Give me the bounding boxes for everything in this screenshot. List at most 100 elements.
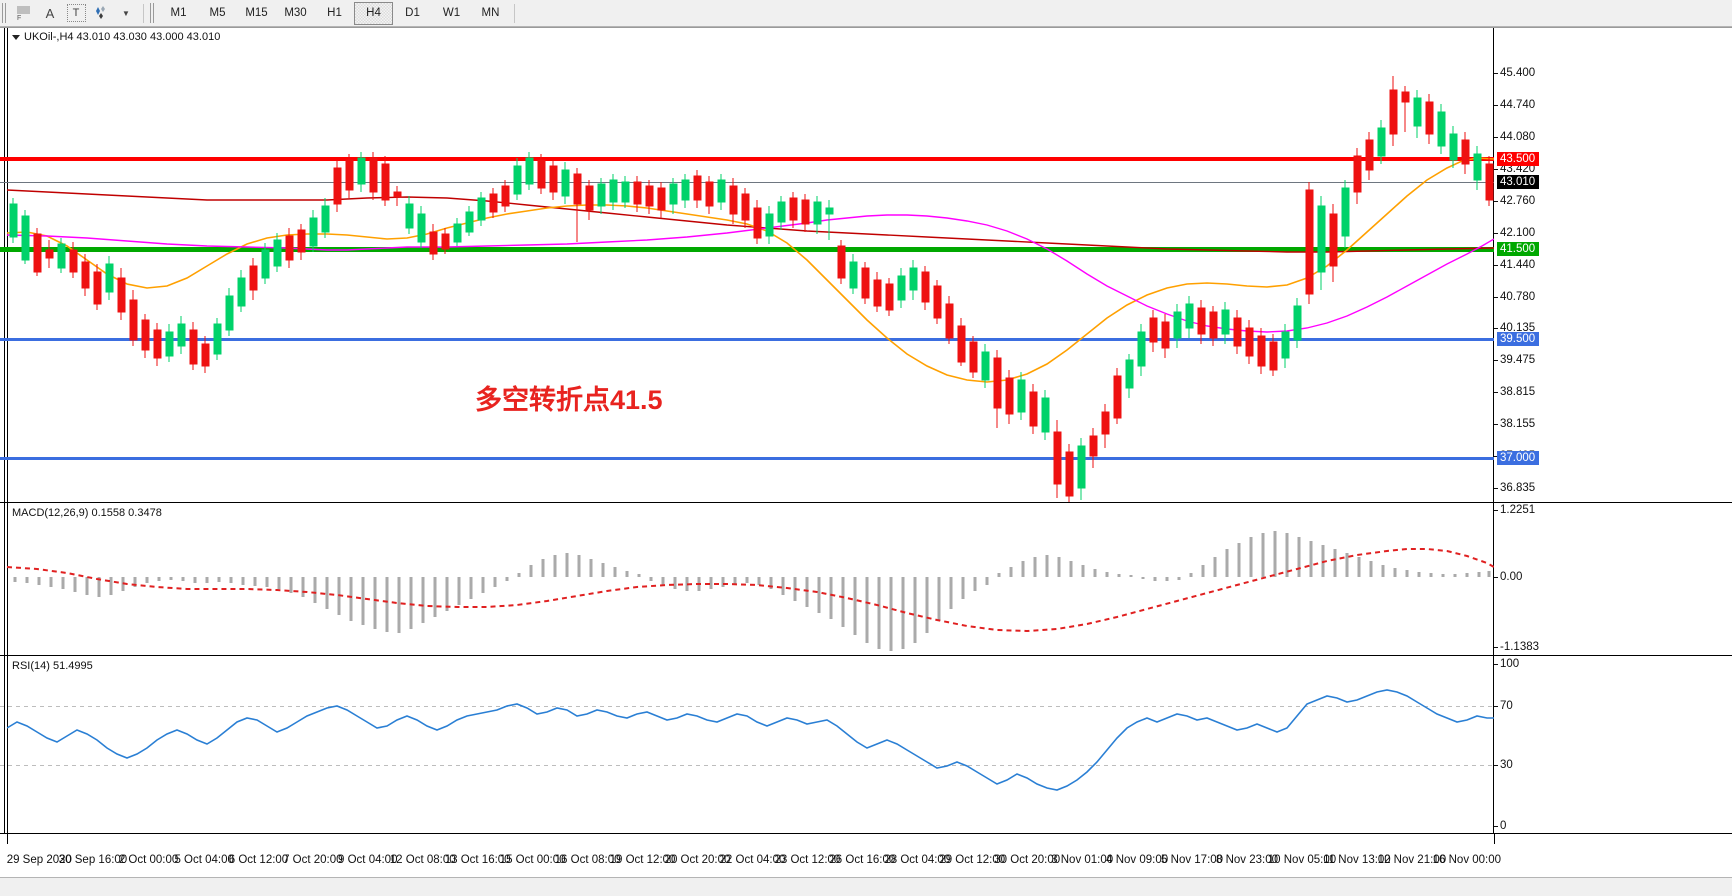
level-tag-43500: 43.500 (1497, 152, 1540, 166)
macd-axis[interactable]: 1.2251 0.00 -1.1383 (1493, 503, 1732, 655)
level-tag-39500: 39.500 (1497, 332, 1540, 346)
price-tick: 38.155 (1493, 418, 1536, 430)
rsi-tick-70: 70 (1494, 700, 1513, 712)
text-box-icon[interactable]: T (63, 2, 89, 24)
timeframe-m15[interactable]: M15 (245, 7, 268, 19)
time-label: 16 Oct 08:00 (554, 854, 621, 866)
timeframe-m1[interactable]: M1 (170, 7, 187, 19)
timeframe-grip[interactable] (150, 3, 156, 23)
ma-magenta (7, 214, 1494, 333)
status-bar (0, 877, 1732, 896)
price-tick: 41.440 (1493, 259, 1536, 271)
macd-tick-min: -1.1383 (1493, 641, 1540, 653)
rsi-tick-0: 0 (1493, 820, 1507, 832)
timeframe-m30[interactable]: M30 (284, 7, 307, 19)
timeframe-h4[interactable]: H4 (354, 1, 393, 25)
symbol-header: UKOil-,H4 43.010 43.030 43.000 43.010 (12, 31, 220, 43)
price-tick: 36.835 (1493, 482, 1536, 494)
time-tick (7, 834, 8, 844)
rsi-left-border-2 (7, 656, 8, 833)
toolbar-separator (143, 3, 144, 23)
time-label: 4 Nov 09:00 (1106, 854, 1169, 866)
macd-left-border-2 (7, 503, 8, 655)
price-tick: 39.475 (1493, 354, 1536, 366)
objects-icon[interactable] (89, 2, 115, 24)
macd-plot-area[interactable] (7, 503, 1494, 655)
timeframe-h1[interactable]: H1 (327, 7, 342, 19)
rsi-axis-border (1493, 656, 1494, 833)
time-label: 30 Sep 16:00 (58, 854, 128, 866)
price-plot-area[interactable] (7, 28, 1494, 502)
macd-label: MACD(12,26,9) 0.1558 0.3478 (12, 507, 162, 519)
time-label: 11 Nov 13:00 (1323, 854, 1391, 866)
rsi-tick-100: 100 (1493, 658, 1520, 670)
price-pane[interactable]: UKOil-,H4 43.010 43.030 43.000 43.010 多空… (0, 28, 1732, 502)
level-tag-current-price: 43.010 (1497, 175, 1540, 189)
macd-tick-max: 1.2251 (1493, 504, 1536, 516)
time-label: 2 Oct 00:00 (118, 854, 179, 866)
rsi-band-30 (0, 765, 1494, 766)
timeframe-w1[interactable]: W1 (442, 7, 461, 19)
price-tick: 44.740 (1493, 99, 1536, 111)
level-tag-41500: 41.500 (1497, 242, 1540, 256)
price-tick: 44.080 (1493, 131, 1536, 143)
timeframe-mn[interactable]: MN (481, 7, 500, 19)
rsi-plot-area[interactable] (7, 656, 1494, 833)
time-label: 29 Oct 12:00 (939, 854, 1006, 866)
price-svg (7, 76, 1494, 502)
time-label: 12 Oct 08:00 (389, 854, 456, 866)
text-label-icon[interactable]: A (45, 5, 55, 21)
time-label: 6 Oct 12:00 (228, 854, 289, 866)
support-line-39500 (0, 338, 1494, 341)
pane-left-border (4, 28, 5, 502)
candlestick-series (9, 76, 1494, 502)
crosshair-f-icon[interactable]: F (11, 2, 37, 24)
macd-signal-line (7, 548, 1494, 633)
pane-left-border-2 (7, 28, 8, 502)
time-label: 12 Nov 21:00 (1377, 854, 1447, 866)
macd-left-border (4, 503, 5, 655)
resistance-line-43500 (0, 157, 1494, 161)
time-label: 19 Oct 12:00 (609, 854, 676, 866)
time-label: 10 Nov 05:00 (1267, 854, 1337, 866)
macd-pane[interactable]: MACD(12,26,9) 0.1558 0.3478 (0, 502, 1732, 655)
time-axis[interactable]: 29 Sep 2020 30 Sep 16:00 2 Oct 00:00 5 O… (0, 833, 1732, 877)
rsi-line (7, 689, 1494, 791)
chart-frame: UKOil-,H4 43.010 43.030 43.000 43.010 多空… (0, 27, 1732, 896)
rsi-axis[interactable]: 100 70 30 0 (1493, 656, 1732, 833)
price-tick: 42.760 (1493, 195, 1536, 207)
rsi-tick-30: 30 (1494, 759, 1513, 771)
rsi-pane[interactable]: RSI(14) 51.4995 100 70 30 0 (0, 655, 1732, 833)
price-tick: 42.100 (1493, 227, 1536, 239)
toolbar: F A T ▼ M1 M5 M15 M30 H1 H4 D1 W1 MN (0, 0, 1732, 27)
price-tick: 45.400 (1493, 67, 1536, 79)
price-axis[interactable]: 45.400 44.740 44.080 43.420 42.760 42.10… (1493, 28, 1732, 502)
toolbar-grip[interactable] (2, 3, 8, 23)
time-label: 5 Oct 04:00 (174, 854, 234, 866)
time-label: 28 Oct 04:00 (884, 854, 951, 866)
time-label: 9 Oct 04:00 (338, 854, 398, 866)
time-label: 15 Oct 00:00 (499, 854, 566, 866)
dropdown-caret-icon[interactable]: ▼ (122, 8, 130, 18)
macd-svg (7, 531, 1494, 651)
time-label: 30 Oct 20:00 (994, 854, 1061, 866)
rsi-label: RSI(14) 51.4995 (12, 660, 93, 672)
rsi-svg (7, 689, 1494, 791)
price-tick: 40.135 (1493, 322, 1536, 334)
toolbar-separator-2 (514, 3, 515, 23)
timeframe-m5[interactable]: M5 (209, 7, 226, 19)
time-label: 7 Oct 20:00 (283, 854, 343, 866)
svg-text:F: F (17, 15, 21, 21)
time-label: 20 Oct 20:00 (664, 854, 731, 866)
level-tag-37000: 37.000 (1497, 451, 1540, 465)
ma-slow-darkred (7, 189, 1494, 253)
time-label: 26 Oct 16:00 (829, 854, 896, 866)
current-price-line (0, 182, 1494, 183)
collapse-triangle-icon[interactable] (12, 34, 20, 40)
macd-tick-zero: 0.00 (1493, 571, 1523, 583)
macd-axis-border (1493, 503, 1494, 655)
time-label: 23 Oct 12:00 (774, 854, 841, 866)
timeframe-d1[interactable]: D1 (405, 7, 420, 19)
rsi-left-border (4, 656, 5, 833)
